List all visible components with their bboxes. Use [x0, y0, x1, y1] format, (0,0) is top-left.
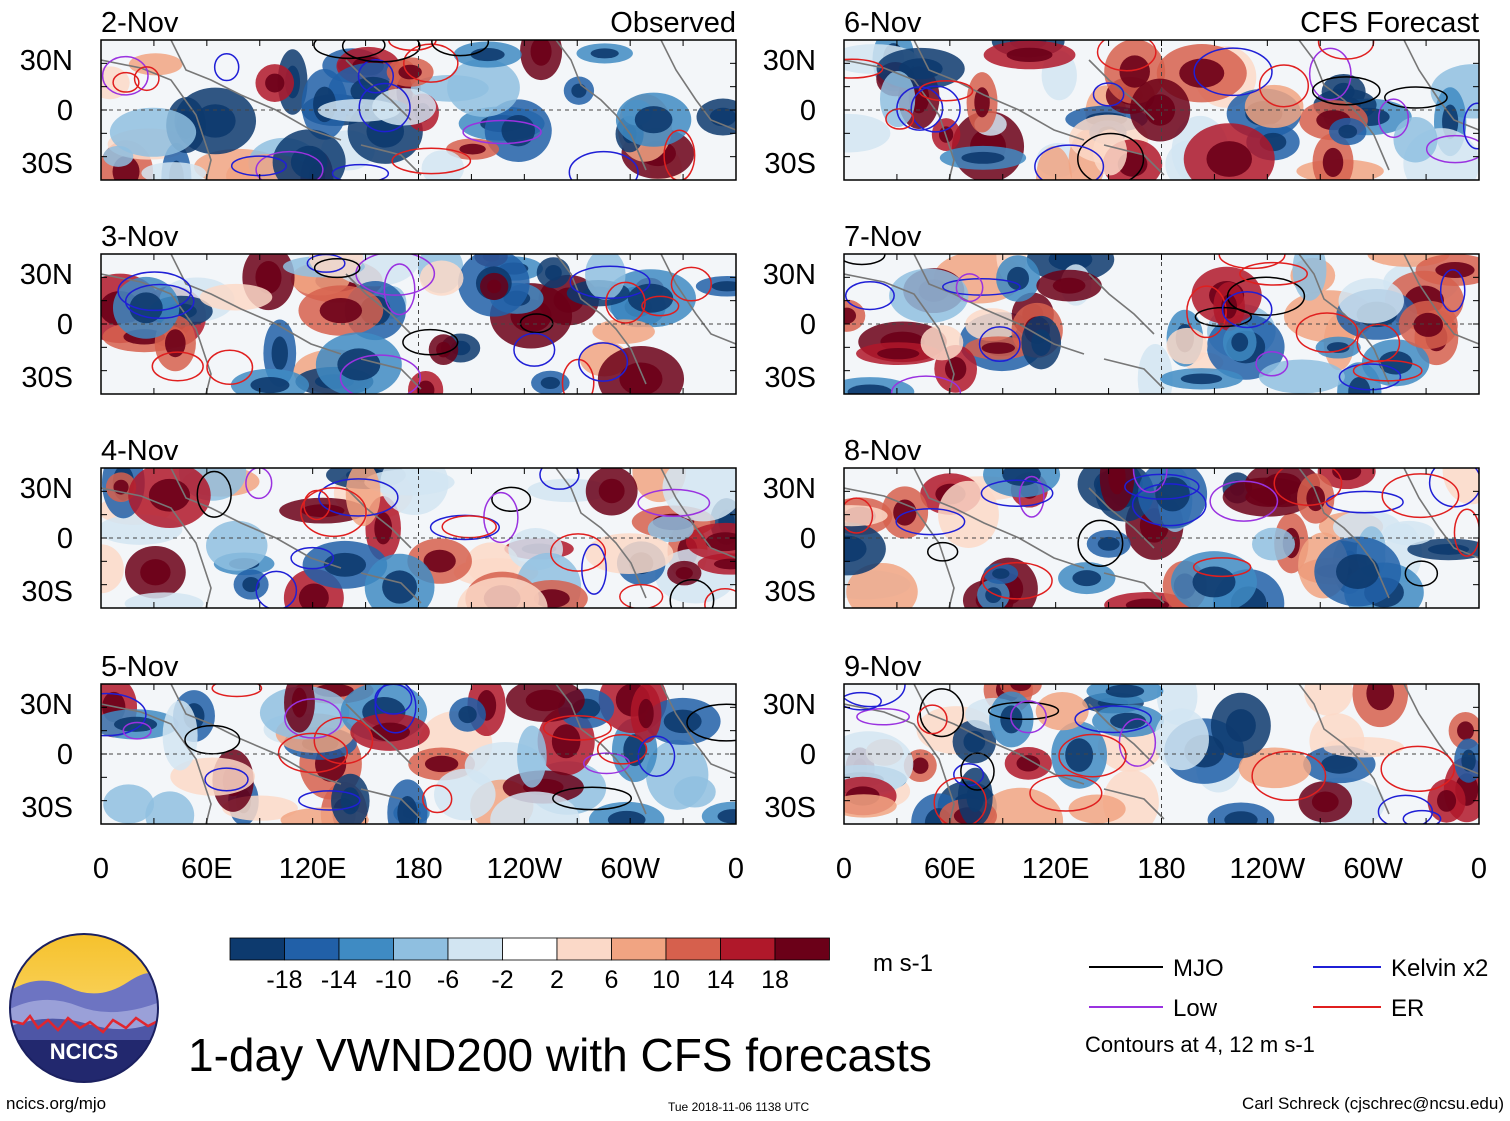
column-header: Observed [610, 7, 736, 39]
panel-date: 9-Nov [844, 651, 922, 683]
lat-tick-label: 30S [764, 148, 816, 180]
lat-tick-label: 30N [763, 689, 816, 721]
colorbar-swatch [229, 937, 285, 961]
column-header: CFS Forecast [1300, 7, 1479, 39]
colorbar-swatch [393, 937, 449, 961]
legend-label-mjo: MJO [1173, 955, 1224, 982]
panel-date: 8-Nov [844, 435, 922, 467]
colorbar-swatch [665, 937, 721, 961]
lat-tick-label: 30N [763, 259, 816, 291]
lat-tick-label: 0 [57, 95, 73, 127]
map-panel: 9-Nov 30N 0 30S 0 60E 120E 180 120W 60W 0 [763, 651, 1487, 885]
colorbar-swatch [338, 937, 394, 961]
colorbar-tick-label: -2 [491, 966, 513, 992]
lat-tick-label: 30S [764, 576, 816, 608]
colorbar-swatch [720, 937, 776, 961]
colorbar-tick-label: -10 [375, 966, 411, 992]
map-panel: 8-Nov 30N 0 30S [763, 435, 1480, 609]
colorbar-tick-label: 10 [652, 966, 680, 992]
colorbar-tick-label: -6 [437, 966, 459, 992]
lat-tick-label: 30N [20, 45, 73, 77]
lon-tick-label: 120W [486, 853, 562, 885]
colorbar-tick-label: 14 [707, 966, 735, 992]
lon-tick-label: 120E [279, 853, 347, 885]
colorbar-tick-label: 2 [550, 966, 564, 992]
lon-tick-label: 60E [181, 853, 233, 885]
colorbar-swatch [284, 937, 340, 961]
colorbar-swatch [611, 937, 667, 961]
lon-tick-label: 180 [1137, 853, 1185, 885]
units-label: m s-1 [873, 950, 933, 977]
map-panel: 7-Nov 30N 0 30S [763, 221, 1480, 395]
lat-tick-label: 30S [21, 148, 73, 180]
colorbar-swatch [556, 937, 612, 961]
lon-tick-label: 0 [836, 853, 852, 885]
lon-tick-label: 120E [1022, 853, 1090, 885]
map-panel: 4-Nov 30N 0 30S [20, 435, 737, 609]
lon-tick-label: 0 [728, 853, 744, 885]
lon-tick-label: 180 [394, 853, 442, 885]
panel-date: 4-Nov [101, 435, 179, 467]
lon-tick-label: 60W [1343, 853, 1403, 885]
lat-tick-label: 30N [20, 473, 73, 505]
panel-date: 6-Nov [844, 7, 922, 39]
lat-tick-label: 0 [800, 523, 816, 555]
lat-tick-label: 0 [57, 739, 73, 771]
legend-label-er: ER [1391, 995, 1424, 1022]
lat-tick-label: 0 [800, 739, 816, 771]
colorbar-tick-label: 6 [605, 966, 619, 992]
lon-tick-label: 0 [1471, 853, 1487, 885]
logo-text: NCICS [50, 1039, 118, 1064]
contour-legend: MJO Kelvin x2 Low ER [1089, 955, 1488, 1022]
lat-tick-label: 30S [764, 792, 816, 824]
map-panel: 6-Nov CFS Forecast 30N 0 30S [763, 7, 1480, 181]
timestamp: Tue 2018-11-06 1138 UTC [668, 1100, 810, 1114]
colorbar-tick-label: -14 [321, 966, 357, 992]
lat-tick-label: 30N [20, 689, 73, 721]
lat-tick-label: 0 [57, 523, 73, 555]
contour-note: Contours at 4, 12 m s-1 [1085, 1032, 1315, 1057]
lat-tick-label: 30N [763, 473, 816, 505]
colorbar-swatch [774, 937, 830, 961]
panel-date: 5-Nov [101, 651, 179, 683]
colorbar-swatch [447, 937, 503, 961]
lat-tick-label: 30S [764, 362, 816, 394]
map-panels: 2-Nov Observed 30N 0 30S 3-Nov 30N 0 30S 4-Nov 30N… [20, 7, 1487, 885]
panel-date: 3-Nov [101, 221, 179, 253]
lat-tick-label: 30S [21, 362, 73, 394]
colorbar: -18 -14 -10 -6 -2 2 6 10 14 18 [229, 937, 830, 992]
colorbar-tick-label: 18 [761, 966, 789, 992]
lat-tick-label: 0 [800, 95, 816, 127]
page-title: 1-day VWND200 with CFS forecasts [188, 1029, 932, 1081]
site-link[interactable]: ncics.org/mjo [6, 1094, 107, 1113]
colorbar-swatch [502, 937, 558, 961]
legend-label-kelvin: Kelvin x2 [1391, 955, 1488, 982]
lat-tick-label: 0 [57, 309, 73, 341]
panel-date: 2-Nov [101, 7, 179, 39]
lon-tick-label: 0 [93, 853, 109, 885]
lat-tick-label: 0 [800, 309, 816, 341]
lat-tick-label: 30S [21, 792, 73, 824]
lon-tick-label: 60E [924, 853, 976, 885]
map-panel: 5-Nov 30N 0 30S 0 60E 120E 180 120W 60W 0 [20, 651, 744, 885]
colorbar-tick-label: -18 [266, 966, 302, 992]
lat-tick-label: 30N [20, 259, 73, 291]
map-panel: 3-Nov 30N 0 30S [20, 221, 737, 395]
ncics-logo: NCICS [9, 933, 159, 1083]
map-panel: 2-Nov Observed 30N 0 30S [20, 7, 737, 181]
lat-tick-label: 30S [21, 576, 73, 608]
legend-label-low: Low [1173, 995, 1218, 1022]
author-credit: Carl Schreck (cjschrec@ncsu.edu) [1242, 1094, 1504, 1113]
lon-tick-label: 60W [600, 853, 660, 885]
lon-tick-label: 120W [1229, 853, 1305, 885]
lat-tick-label: 30N [763, 45, 816, 77]
panel-date: 7-Nov [844, 221, 922, 253]
